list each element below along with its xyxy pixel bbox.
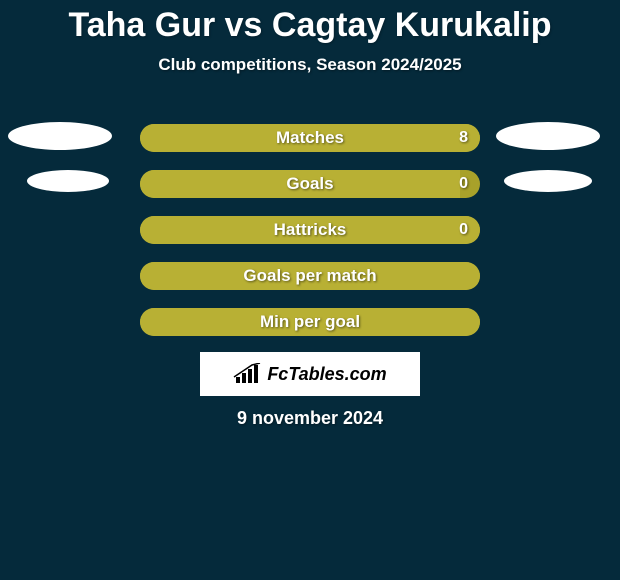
bar-label: Min per goal xyxy=(260,312,360,332)
bar-label: Hattricks xyxy=(274,220,347,240)
subtitle: Club competitions, Season 2024/2025 xyxy=(0,55,620,75)
ellipse-shape xyxy=(504,170,592,192)
bar-value: 0 xyxy=(459,216,468,244)
stat-bar-hattricks: Hattricks 0 xyxy=(140,216,480,244)
stat-bar-min-per-goal: Min per goal xyxy=(140,308,480,336)
stat-bar-goals: Goals 0 xyxy=(140,170,480,198)
stat-bar-goals-per-match: Goals per match xyxy=(140,262,480,290)
bar-label: Goals xyxy=(286,174,333,194)
ellipse-shape xyxy=(496,122,600,150)
ellipse-shape xyxy=(27,170,109,192)
stat-bar-matches: Matches 8 xyxy=(140,124,480,152)
player-right-shapes xyxy=(496,122,600,212)
bar-label: Matches xyxy=(276,128,344,148)
brand-box: FcTables.com xyxy=(200,352,420,396)
comparison-infographic: Taha Gur vs Cagtay Kurukalip Club compet… xyxy=(0,0,620,580)
page-title: Taha Gur vs Cagtay Kurukalip xyxy=(0,0,620,45)
stat-bars: Matches 8 Goals 0 Hattricks 0 Goals per … xyxy=(140,124,480,354)
bar-chart-icon xyxy=(233,363,261,385)
player-left-shapes xyxy=(8,122,112,212)
bar-value: 0 xyxy=(459,170,468,198)
bar-label: Goals per match xyxy=(243,266,376,286)
ellipse-shape xyxy=(8,122,112,150)
date-text: 9 november 2024 xyxy=(0,408,620,429)
bar-value: 8 xyxy=(459,124,468,152)
brand-text: FcTables.com xyxy=(267,364,386,385)
